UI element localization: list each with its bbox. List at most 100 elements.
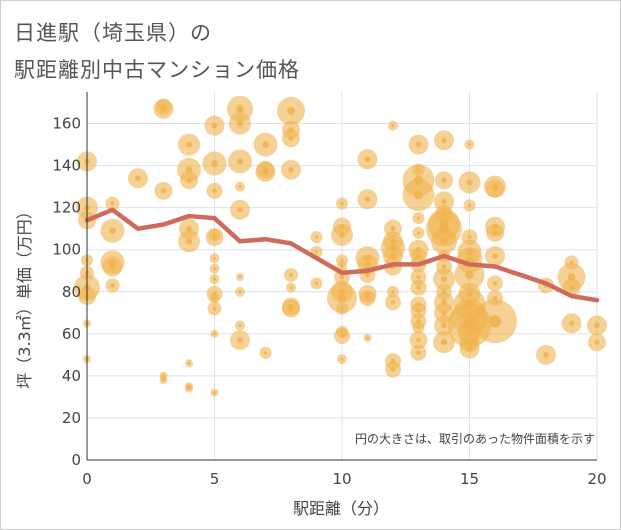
bubble-core	[287, 107, 295, 115]
bubble-core	[492, 253, 498, 259]
bubble-core	[340, 265, 344, 269]
bubble-core	[365, 272, 370, 278]
bubble-core	[416, 231, 421, 235]
bubble-core	[492, 281, 498, 286]
bubble-core	[238, 323, 242, 327]
bubble-core	[594, 339, 600, 345]
bubble-core	[568, 320, 575, 327]
x-tick-label: 15	[460, 470, 479, 488]
bubble-core	[237, 206, 243, 213]
bubble-core	[415, 337, 422, 343]
bubble-core	[441, 177, 447, 183]
bubble-core	[110, 283, 115, 288]
bubble-core	[213, 267, 216, 271]
x-tick-label: 0	[82, 470, 92, 488]
bubble-core	[364, 196, 371, 203]
bubble-core	[440, 276, 448, 283]
bubble-core	[468, 143, 471, 147]
bubble-core	[390, 367, 396, 372]
bubble-core	[467, 203, 472, 208]
bubble-core	[236, 120, 244, 127]
chart-title-line2: 駅距離別中古マンション価格	[14, 58, 300, 82]
bubble-core	[543, 352, 549, 358]
bubble-core	[467, 234, 472, 240]
bubble-core	[288, 167, 294, 173]
bubble-core	[162, 378, 165, 382]
bubble-core	[366, 336, 369, 340]
bubble-core	[185, 238, 193, 245]
bubble-core	[185, 141, 193, 148]
y-tick-label: 160	[52, 115, 81, 133]
y-tick-label: 60	[62, 325, 81, 343]
bubble-core	[262, 169, 269, 175]
bubble-core	[414, 190, 423, 200]
y-tick-label: 100	[52, 241, 81, 259]
x-axis-label: 駅距離（分）	[293, 499, 389, 518]
bubble-core	[390, 300, 396, 305]
y-tick-label: 20	[62, 409, 81, 427]
bubble-core	[416, 285, 421, 290]
y-axis-label: 坪（3.3㎡）単価（万円）	[15, 203, 34, 388]
bubble-core	[211, 160, 218, 167]
bubble-core	[109, 227, 116, 235]
bubble-core	[262, 141, 269, 148]
bubble-core	[340, 258, 344, 262]
bubble-core	[288, 135, 294, 141]
bubble-core	[492, 230, 498, 236]
bubble-core	[314, 281, 319, 286]
bubble-core	[263, 351, 268, 355]
y-tick-label: 0	[71, 451, 81, 469]
y-tick-label: 40	[62, 367, 81, 385]
bubble-core	[440, 237, 448, 245]
bubble-core	[238, 275, 242, 279]
y-tick-label: 140	[52, 157, 81, 175]
bubble-core	[186, 177, 192, 183]
average-price-line	[84, 207, 600, 303]
bubble-core	[289, 272, 293, 277]
bubble-core	[364, 156, 371, 163]
x-tick-label: 5	[210, 470, 220, 488]
bubble-core	[416, 325, 421, 330]
bubble-core	[416, 350, 421, 355]
bubble-core	[416, 216, 421, 220]
bubble-core	[340, 357, 344, 361]
bubble-core	[465, 270, 474, 280]
bubble-core	[364, 261, 371, 268]
bubble-core	[492, 295, 498, 301]
bubble-core	[212, 188, 217, 194]
bubble-core	[109, 263, 116, 270]
bubble-core	[186, 225, 192, 232]
bubble-layer	[74, 95, 607, 397]
bubble-core	[492, 186, 498, 192]
bubble-core	[339, 333, 345, 339]
bubble-core	[391, 290, 395, 294]
y-tick-label: 120	[52, 199, 81, 217]
bubble-core	[390, 226, 396, 232]
bubble-core	[213, 391, 216, 395]
bubble-core	[211, 234, 218, 240]
bubble-core	[213, 277, 216, 281]
y-tick-label: 80	[62, 283, 81, 301]
bubble-core	[314, 250, 319, 254]
bubble-core	[213, 332, 216, 336]
x-tick-label: 10	[332, 470, 351, 488]
bubble-core	[594, 322, 600, 329]
bubble-core	[160, 106, 167, 112]
bubble-core	[340, 201, 344, 206]
axes: 0 20 40 60 80 100 120 140 160 0 5 10 15 20	[52, 92, 607, 488]
bubble-core	[160, 188, 167, 194]
bubble-core	[441, 137, 447, 144]
bubble-core	[187, 361, 191, 365]
bubble-core	[187, 387, 191, 391]
bubble-core	[415, 141, 422, 148]
bubble-core	[110, 201, 115, 206]
bubble-core	[212, 306, 217, 311]
bubble-core	[211, 122, 218, 129]
bubble-core	[365, 295, 370, 301]
bubble-core	[288, 306, 294, 312]
bubble-core	[213, 296, 216, 300]
bubble-core	[289, 286, 293, 290]
bubble-core	[568, 285, 575, 291]
bubble-core	[416, 308, 421, 313]
